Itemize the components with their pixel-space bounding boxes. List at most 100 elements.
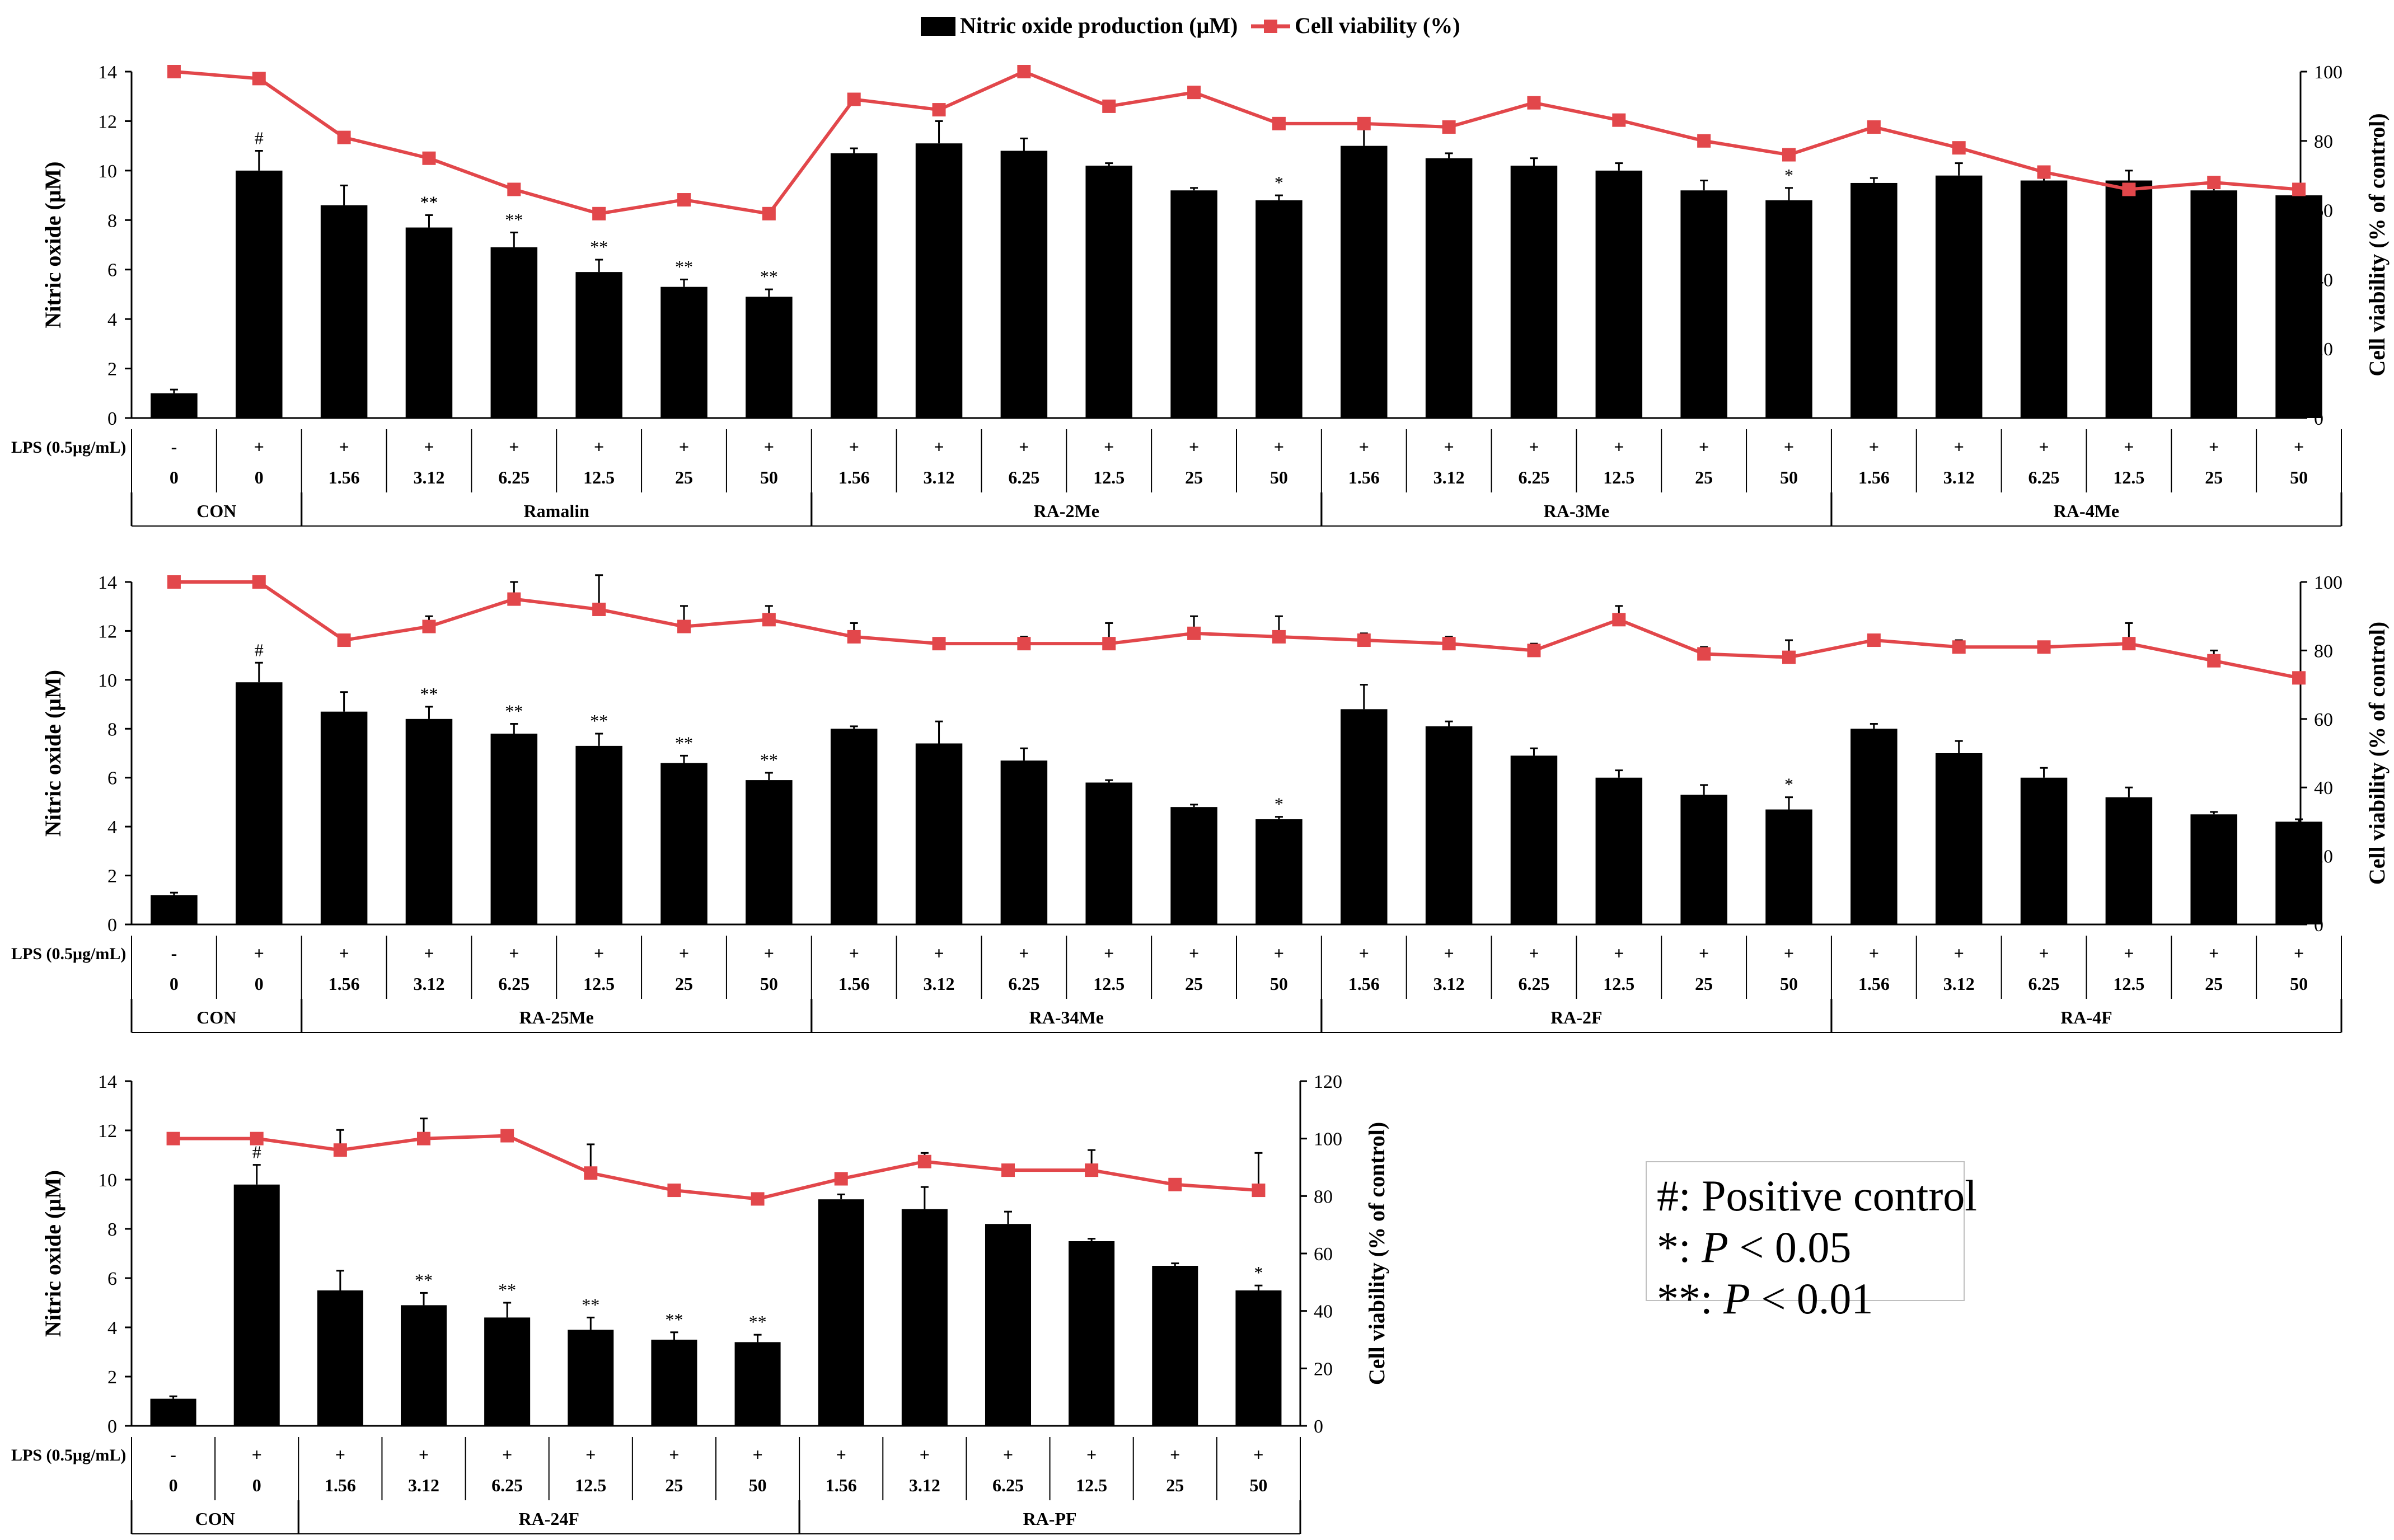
significance-mark: **: [498, 1280, 516, 1300]
viability-point: [1001, 1163, 1015, 1177]
lps-cell: +: [1444, 436, 1454, 457]
key-p01: **: P < 0.01: [1657, 1273, 1953, 1325]
lps-cell: +: [254, 436, 264, 457]
viability-point: [834, 1172, 848, 1186]
lps-cell: +: [1529, 943, 1539, 963]
lps-cell: +: [764, 943, 774, 963]
left-tick-label: 4: [107, 1318, 117, 1339]
concentration-cell: 25: [1185, 467, 1203, 487]
lps-cell: +: [2039, 943, 2049, 963]
lps-cell: +: [1699, 436, 1709, 457]
viability-point: [417, 1131, 430, 1145]
no-bar: [830, 729, 878, 924]
key-dstar-p: P: [1723, 1274, 1750, 1323]
viability-point: [584, 1166, 598, 1180]
significance-mark: **: [505, 209, 523, 229]
lps-cell: +: [1019, 436, 1029, 457]
concentration-cell: 12.5: [1603, 467, 1634, 487]
left-tick-label: 4: [107, 309, 117, 330]
lps-cell: +: [764, 436, 774, 457]
group-label: RA-2Me: [1034, 501, 1099, 521]
left-tick-label: 0: [107, 409, 117, 429]
group-label: RA-34Me: [1029, 1007, 1104, 1027]
no-bar: [1935, 753, 1983, 924]
viability-point: [507, 592, 521, 606]
concentration-cell: 1.56: [1858, 467, 1890, 487]
concentration-cell: 25: [1185, 974, 1203, 994]
viability-line: [173, 1134, 1259, 1201]
concentration-cell: 3.12: [1433, 467, 1465, 487]
key-hash-text: : Positive control: [1679, 1171, 1977, 1220]
concentration-cell: 50: [749, 1475, 767, 1495]
key-dstar-symbol: **: [1657, 1274, 1700, 1323]
significance-mark: #: [255, 640, 264, 660]
lps-cell: +: [2294, 943, 2304, 963]
lps-cell: +: [752, 1444, 762, 1464]
group-label: RA-PF: [1023, 1509, 1077, 1529]
no-bar: [1510, 755, 1558, 924]
no-bar: [660, 287, 708, 418]
viability-point: [1017, 637, 1031, 651]
lps-cell: +: [849, 943, 859, 963]
lps-cell: +: [339, 943, 349, 963]
viability-point: [333, 1143, 347, 1157]
no-bar: [1085, 782, 1132, 924]
lps-cell: +: [1614, 436, 1624, 457]
concentration-cell: 1.56: [838, 974, 870, 994]
viability-point: [677, 619, 691, 633]
viability-line: [174, 580, 2299, 680]
viability-point: [1697, 647, 1711, 661]
y2-axis-title: Cell viability (% of control): [2364, 622, 2390, 885]
left-tick-label: 0: [107, 1416, 117, 1437]
viability-point: [2207, 654, 2221, 668]
concentration-cell: 50: [2290, 974, 2308, 994]
concentration-cell: 6.25: [1008, 974, 1039, 994]
no-bar: [734, 1342, 781, 1426]
no-bar: [1085, 166, 1132, 418]
significance-mark: **: [590, 711, 608, 731]
lps-cell: +: [1253, 1444, 1263, 1464]
no-bar: [915, 743, 963, 924]
left-tick-label: 8: [107, 1219, 117, 1240]
lps-cell: +: [1274, 943, 1284, 963]
viability-point: [1527, 644, 1541, 658]
key-positive-control: #: Positive control: [1657, 1170, 1977, 1222]
viability-point: [1187, 626, 1201, 640]
no-bar: [1000, 151, 1048, 418]
concentration-cell: 0: [169, 1475, 178, 1495]
concentration-cell: 3.12: [408, 1475, 439, 1495]
viability-point: [667, 1184, 681, 1198]
no-bar: [400, 1305, 447, 1426]
significance-mark: #: [255, 128, 264, 148]
significance-mark: **: [420, 684, 438, 704]
viability-line: [174, 69, 2299, 216]
viability-point: [167, 575, 181, 589]
concentration-cell: 0: [170, 974, 179, 994]
viability-point: [252, 575, 266, 589]
viability-point: [932, 103, 946, 117]
left-tick-label: 6: [107, 1269, 117, 1289]
lps-cell: +: [502, 1444, 512, 1464]
viability-point: [2037, 640, 2051, 654]
no-bar: [1850, 182, 1898, 418]
left-tick-label: 14: [98, 1072, 117, 1092]
lps-cell: +: [252, 1444, 262, 1464]
no-bar: [320, 205, 368, 418]
no-bar: [575, 745, 622, 924]
legend: Nitric oxide production (μM) Cell viabil…: [921, 13, 1460, 38]
concentration-cell: 6.25: [1518, 974, 1549, 994]
left-tick-label: 14: [98, 572, 117, 593]
lps-cell: -: [170, 1444, 176, 1464]
lps-cell: +: [1529, 436, 1539, 457]
lps-cell: +: [585, 1444, 596, 1464]
significance-mark: *: [1254, 1262, 1263, 1283]
significance-mark: **: [415, 1270, 433, 1290]
lps-cell: +: [2209, 436, 2219, 457]
no-bar: [2190, 814, 2237, 924]
lps-cell: +: [1189, 943, 1199, 963]
left-tick-label: 2: [107, 866, 117, 887]
no-bar: [151, 393, 198, 418]
lps-cell: -: [171, 436, 177, 457]
concentration-cell: 1.56: [826, 1475, 857, 1495]
left-tick-label: 0: [107, 915, 117, 936]
